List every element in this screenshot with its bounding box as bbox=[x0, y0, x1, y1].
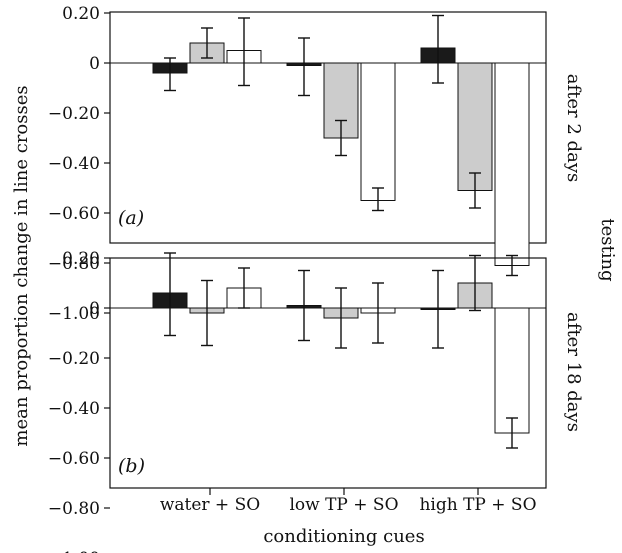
bar bbox=[457, 62, 493, 191]
panel-label-b: (b) bbox=[118, 455, 145, 477]
bar bbox=[494, 62, 530, 266]
bar bbox=[360, 62, 396, 201]
y-tick-label: −0.80 bbox=[48, 254, 100, 274]
y-tick-label: −0.60 bbox=[48, 449, 100, 469]
y-tick-label: −0.80 bbox=[48, 499, 100, 519]
y-tick-label: −0.40 bbox=[48, 154, 100, 174]
bar bbox=[494, 307, 530, 434]
testing-label: testing bbox=[597, 218, 618, 281]
y-tick-label: −0.40 bbox=[48, 399, 100, 419]
y-axis-label: mean proportion change in line crosses bbox=[11, 85, 32, 446]
panel-label-a: (a) bbox=[118, 207, 144, 229]
panel-frame bbox=[109, 11, 547, 244]
y-tick-label: −0.60 bbox=[48, 204, 100, 224]
y-tick-label: −0.20 bbox=[48, 104, 100, 124]
y-tick-label: −1.00 bbox=[48, 549, 100, 553]
y-tick-label: 0.20 bbox=[62, 249, 100, 269]
panel-b: 0.20 0 −0.20 −0.40 −0.60 −0.80 −1.00 bbox=[48, 249, 547, 553]
side-label-a: after 2 days bbox=[563, 74, 584, 182]
y-tick-label: −1.00 bbox=[48, 304, 100, 324]
panel-frame bbox=[109, 257, 547, 489]
x-tick-label-high-tp: high TP + SO bbox=[419, 495, 536, 515]
y-tick-label: 0 bbox=[89, 54, 100, 74]
panel-a: 0.20 0 −0.20 −0.40 −0.60 −0.80 −1.00 bbox=[48, 4, 547, 324]
x-axis-label: conditioning cues bbox=[263, 526, 424, 547]
y-tick-label: 0 bbox=[89, 299, 100, 319]
x-tick-label-water: water + SO bbox=[160, 495, 260, 515]
y-tick-label: −0.20 bbox=[48, 349, 100, 369]
x-tick-label-low-tp: low TP + SO bbox=[289, 495, 398, 515]
y-tick-label: 0.20 bbox=[62, 4, 100, 24]
side-label-b: after 18 days bbox=[563, 312, 584, 432]
